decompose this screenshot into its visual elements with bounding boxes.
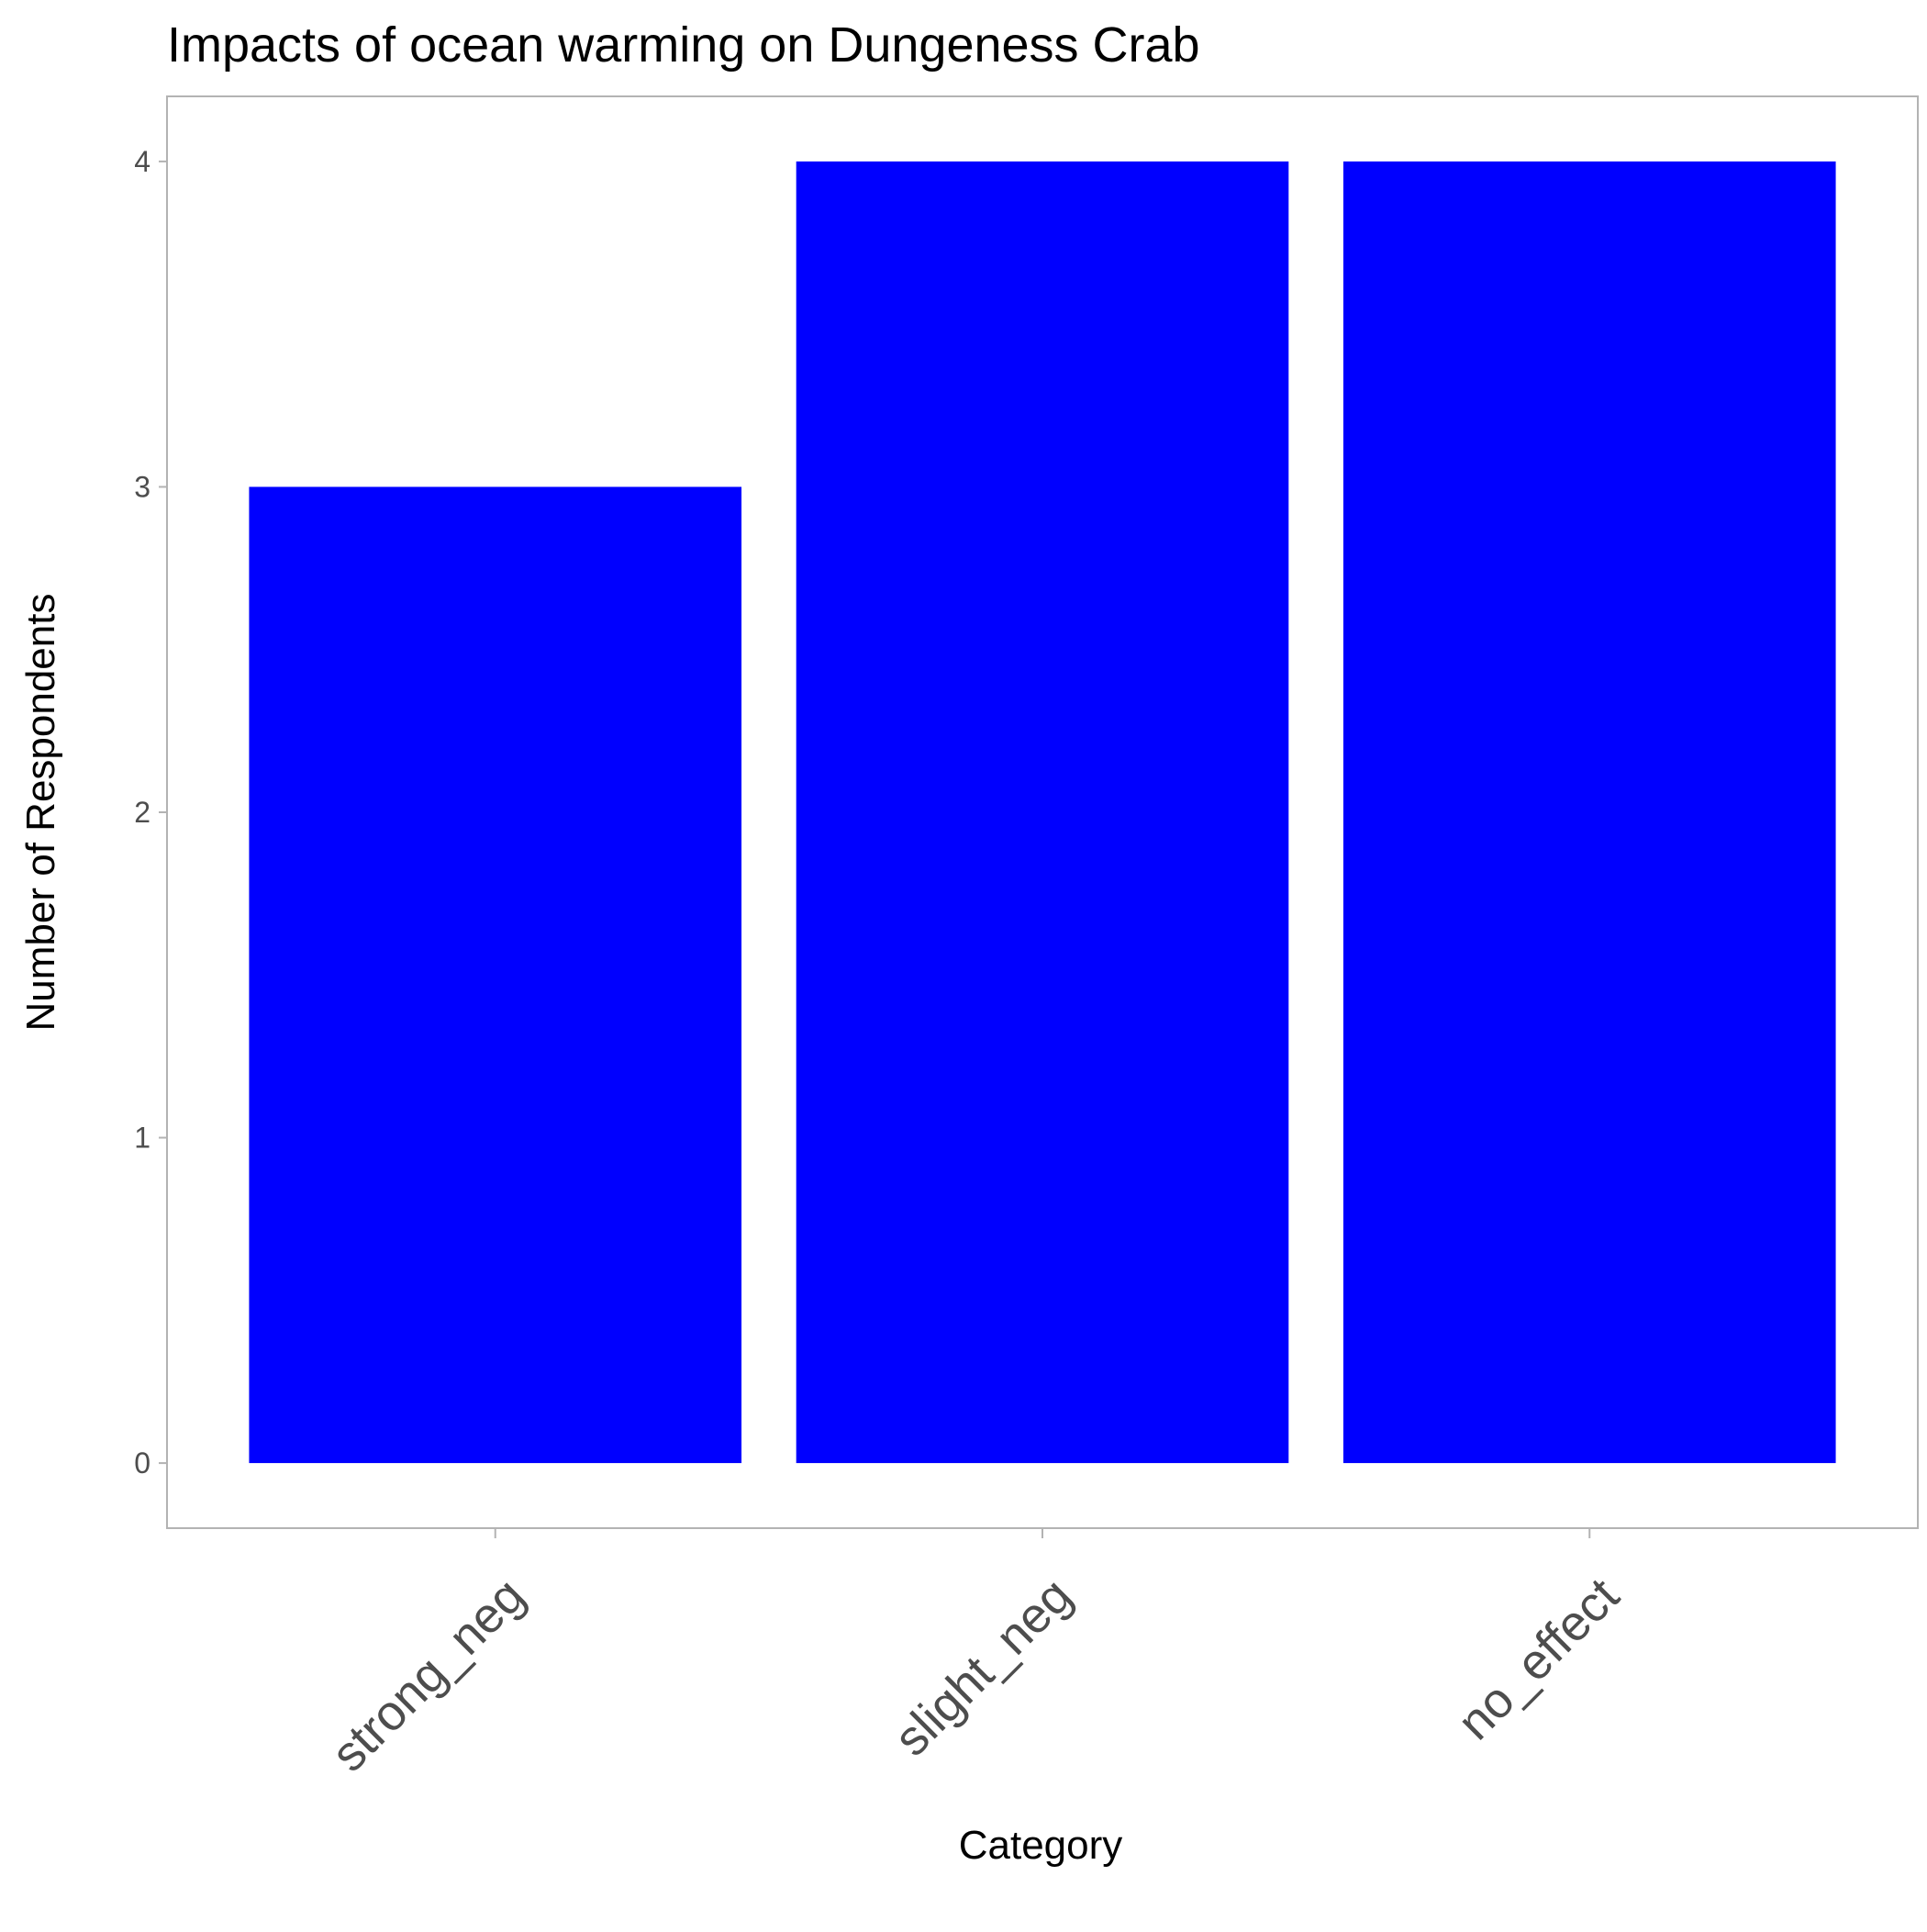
bar-strong_neg [249,486,742,1464]
y-tick-label: 3 [134,470,150,503]
x-axis-title: Category [959,1823,1123,1868]
y-tick-label: 4 [134,145,150,178]
bar-slight_neg [796,161,1289,1464]
x-tick-label-no_effect: no_effect [1447,1568,1630,1750]
y-tick-label: 2 [134,796,150,829]
y-tick-label: 0 [134,1446,150,1480]
y-tick-label: 1 [134,1122,150,1155]
x-axis: strong_neg slight_neg no_effect [321,1528,1630,1782]
chart-title: Impacts of ocean warming on Dungeness Cr… [167,17,1200,73]
y-axis-title: Number of Respondents [18,594,63,1032]
y-axis: 0 1 2 3 4 [134,145,167,1480]
bars-layer [249,161,1836,1464]
x-tick-label-slight_neg: slight_neg [884,1568,1083,1767]
x-tick-label-strong_neg: strong_neg [321,1568,535,1781]
bar-no_effect [1342,161,1836,1464]
